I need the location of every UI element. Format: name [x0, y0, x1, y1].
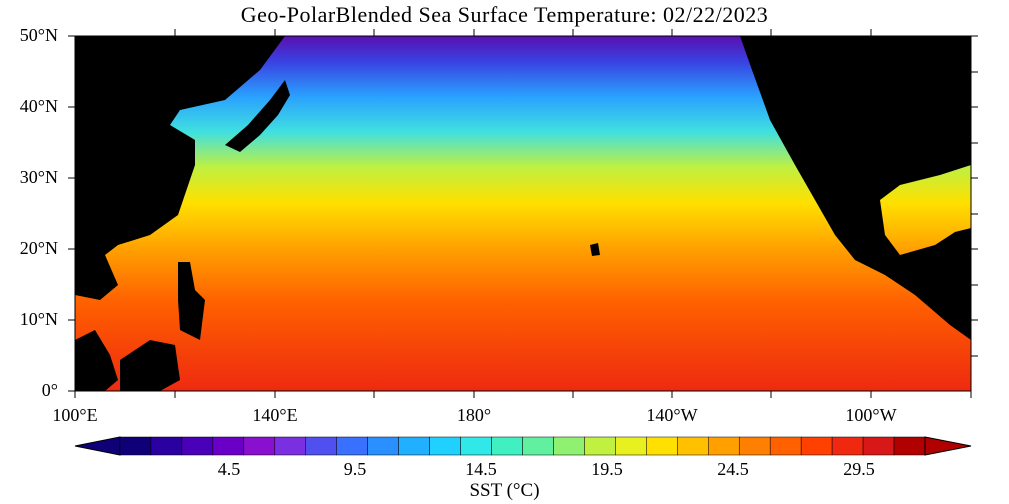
philippines-landmass: [178, 262, 205, 340]
lon-label-140w: 140°W: [646, 405, 698, 425]
lat-label-50n: 50°N: [19, 25, 58, 45]
colorbar-tick-4-5: 4.5: [217, 459, 241, 479]
colorbar-segment: [460, 436, 492, 456]
colorbar-segment: [893, 436, 926, 456]
lon-label-100w: 100°W: [845, 405, 897, 425]
indochina-landmass: [75, 330, 118, 391]
colorbar-segment: [615, 436, 647, 456]
north-america-landmass: [740, 36, 971, 340]
colorbar-segment: [398, 436, 430, 456]
colorbar-segment: [800, 436, 833, 456]
colorbar-tick-29-5: 29.5: [843, 459, 875, 479]
hawaii-island: [590, 243, 600, 256]
longitude-ticks: [74, 29, 972, 398]
colorbar-segment: [553, 436, 585, 456]
asia-landmass: [75, 36, 285, 300]
colorbar-segment: [212, 436, 245, 456]
colorbar-tick-19-5: 19.5: [591, 459, 623, 479]
colorbar-segment: [429, 436, 461, 456]
lat-label-0: 0°: [41, 380, 58, 400]
colorbar-title: SST (°C): [469, 480, 540, 501]
lat-label-40n: 40°N: [19, 96, 58, 116]
colorbar-segment: [646, 436, 678, 456]
colorbar-segment: [831, 436, 864, 456]
colorbar-segment: [181, 436, 214, 456]
borneo-landmass: [120, 340, 180, 391]
lon-label-140e: 140°E: [252, 405, 298, 425]
colorbar-tick-9-5: 9.5: [343, 459, 367, 479]
colorbar: [74, 436, 972, 456]
latitude-ticks: [68, 35, 978, 392]
colorbar-segment: [305, 436, 337, 456]
colorbar-segment: [336, 436, 368, 456]
colorbar-segment: [738, 436, 771, 456]
map-title: Geo-PolarBlended Sea Surface Temperature…: [240, 2, 769, 27]
colorbar-tick-24-5: 24.5: [717, 459, 749, 479]
lat-label-20n: 20°N: [19, 238, 58, 258]
colorbar-segment: [677, 436, 709, 456]
colorbar-segment: [119, 436, 152, 456]
colorbar-tick-14-5: 14.5: [465, 459, 497, 479]
lat-label-10n: 10°N: [19, 309, 58, 329]
colorbar-segment: [708, 436, 740, 456]
land-masses: [75, 36, 971, 391]
colorbar-segment: [274, 436, 307, 456]
colorbar-min-arrow: [74, 436, 121, 456]
lon-label-100e: 100°E: [52, 405, 98, 425]
colorbar-segment: [491, 436, 523, 456]
colorbar-max-arrow: [924, 436, 972, 456]
japan-landmass: [225, 80, 290, 152]
lat-label-30n: 30°N: [19, 167, 58, 187]
colorbar-segment: [584, 436, 616, 456]
colorbar-segment: [150, 436, 183, 456]
colorbar-segment: [243, 436, 276, 456]
colorbar-segment: [862, 436, 895, 456]
colorbar-segment: [367, 436, 399, 456]
colorbar-segment: [769, 436, 802, 456]
colorbar-segment: [522, 436, 554, 456]
lon-label-180: 180°: [456, 405, 492, 425]
